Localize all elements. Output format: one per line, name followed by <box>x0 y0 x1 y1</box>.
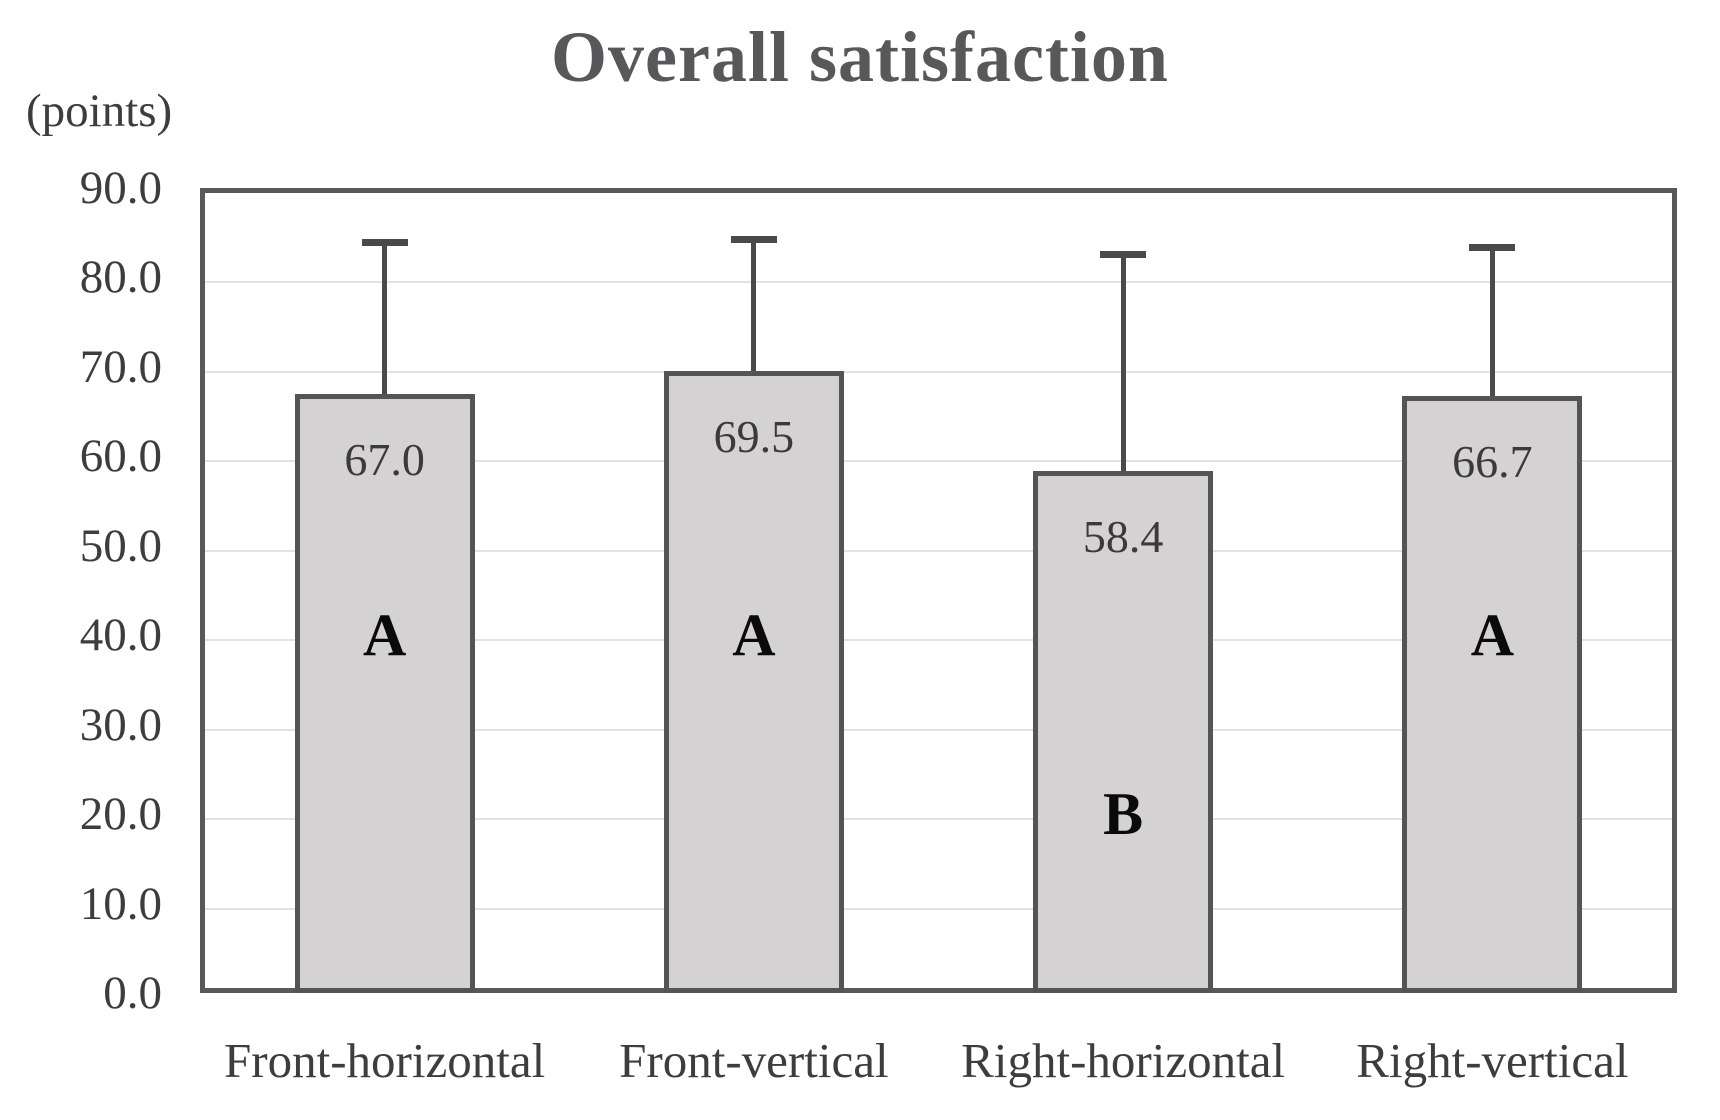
y-axis-unit-label: (points) <box>26 85 173 137</box>
gridline <box>205 907 1672 910</box>
gridline <box>205 281 1672 284</box>
gridline <box>205 549 1672 552</box>
error-bar-cap <box>730 235 777 243</box>
error-bar-cap <box>1100 251 1147 259</box>
y-tick-label: 40.0 <box>79 609 162 662</box>
bar <box>294 393 475 993</box>
bar <box>1033 470 1214 993</box>
gridline <box>205 370 1672 373</box>
gridline <box>205 639 1672 642</box>
significance-letter: B <box>1103 781 1144 848</box>
x-category-label: Front-horizontal <box>224 1033 546 1088</box>
significance-letter: A <box>732 602 776 669</box>
bar-value-label: 69.5 <box>713 411 795 463</box>
y-tick-label: 20.0 <box>79 788 162 841</box>
y-tick-label: 80.0 <box>79 251 162 304</box>
significance-letter: A <box>362 602 407 669</box>
error-bar <box>382 241 388 394</box>
gridline <box>205 460 1672 463</box>
y-tick-label: 50.0 <box>79 519 162 572</box>
error-bar <box>1120 254 1126 471</box>
bar-value-label: 67.0 <box>344 433 425 485</box>
chart-title: Overall satisfaction <box>551 17 1169 97</box>
x-category-label: Front-vertical <box>619 1033 889 1088</box>
y-tick-label: 90.0 <box>79 162 162 214</box>
x-category-label: Right-vertical <box>1356 1033 1629 1088</box>
bar <box>1402 396 1583 993</box>
bar-value-label: 66.7 <box>1452 436 1533 488</box>
y-tick-label: 10.0 <box>79 877 162 930</box>
error-bar <box>751 238 757 372</box>
error-bar-cap <box>361 238 408 246</box>
significance-letter: A <box>1470 602 1515 669</box>
gridline <box>205 818 1672 821</box>
error-bar <box>1489 247 1495 397</box>
x-category-label: Right-horizontal <box>961 1033 1286 1088</box>
y-tick-label: 30.0 <box>79 698 162 751</box>
gridline <box>205 728 1672 731</box>
bar-value-label: 58.4 <box>1082 510 1164 562</box>
y-tick-label: 0.0 <box>103 967 162 1019</box>
error-bar-cap <box>1469 244 1516 252</box>
y-tick-label: 70.0 <box>79 340 162 393</box>
bar <box>663 371 844 993</box>
y-tick-label: 60.0 <box>79 430 162 483</box>
